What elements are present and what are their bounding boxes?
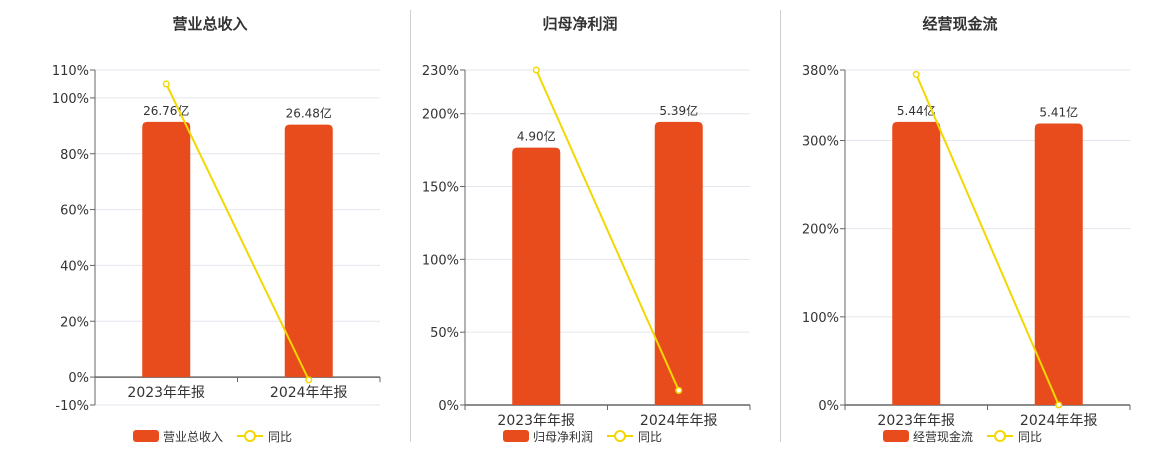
legend-line-label: 同比 <box>1018 430 1042 444</box>
yoy-point <box>532 66 540 74</box>
y-tick-label: 380% <box>802 64 839 79</box>
y-tick-label: 0% <box>818 399 839 414</box>
panel-divider <box>410 10 411 442</box>
yoy-line <box>165 83 310 381</box>
y-tick-label: 40% <box>60 259 89 274</box>
x-tick-label: 2023年年报 <box>497 413 575 429</box>
y-tick-label: 0% <box>68 371 89 386</box>
y-tick-label: 100% <box>422 253 459 268</box>
y-tick-label: 100% <box>802 311 839 326</box>
legend-bar-swatch <box>503 430 529 442</box>
legend-line-label: 同比 <box>268 430 292 444</box>
y-tick-label: 300% <box>802 135 839 150</box>
yoy-point <box>675 386 683 394</box>
bar-value-label: 26.48亿 <box>286 106 332 121</box>
y-tick-label: 150% <box>422 181 459 196</box>
y-tick-label: 20% <box>60 315 89 330</box>
bar-value-label: 5.39亿 <box>659 103 698 118</box>
x-tick-label: 2023年年报 <box>877 413 955 429</box>
legend-bar-label: 营业总收入 <box>163 430 223 444</box>
legend-bar-swatch <box>133 430 159 442</box>
bar <box>1034 123 1083 405</box>
bar-value-label: 4.90亿 <box>517 129 556 144</box>
yoy-point <box>305 376 313 384</box>
yoy-point <box>912 70 920 78</box>
legend-line-marker <box>244 430 256 442</box>
legend-line-marker <box>994 430 1006 442</box>
x-tick-label: 2024年年报 <box>640 413 718 429</box>
chart-title: 归母净利润 <box>542 15 617 33</box>
y-tick-label: 200% <box>422 108 459 123</box>
bar <box>284 124 333 378</box>
y-tick-label: 0% <box>438 399 459 414</box>
y-tick-label: 200% <box>802 223 839 238</box>
y-tick-label: -10% <box>55 399 89 414</box>
chart-title: 经营现金流 <box>922 15 997 33</box>
y-tick-label: 100% <box>52 92 89 107</box>
legend-line-marker <box>614 430 626 442</box>
legend-line-label: 同比 <box>638 430 662 444</box>
legend-bar-label: 经营现金流 <box>913 429 973 444</box>
yoy-line <box>535 69 680 391</box>
yoy-line <box>915 74 1060 406</box>
x-tick-label: 2024年年报 <box>1020 413 1098 429</box>
x-tick-label: 2024年年报 <box>270 385 348 401</box>
bar <box>142 121 191 378</box>
x-tick-label: 2023年年报 <box>127 385 205 401</box>
legend-bar-swatch <box>883 430 909 442</box>
y-tick-label: 60% <box>60 204 89 219</box>
bar <box>654 121 703 406</box>
bar-value-label: 5.44亿 <box>897 103 936 118</box>
chart-title: 营业总收入 <box>172 15 247 33</box>
yoy-point <box>1055 401 1063 409</box>
y-tick-label: 110% <box>52 64 89 79</box>
y-tick-label: 80% <box>60 148 89 163</box>
yoy-point <box>162 80 170 88</box>
panel-divider <box>780 10 781 442</box>
y-tick-label: 230% <box>422 64 459 79</box>
legend-bar-label: 归母净利润 <box>533 430 593 444</box>
bar <box>512 147 561 405</box>
bar-value-label: 5.41亿 <box>1039 104 1078 119</box>
bar <box>892 121 941 406</box>
y-tick-label: 50% <box>430 326 459 341</box>
